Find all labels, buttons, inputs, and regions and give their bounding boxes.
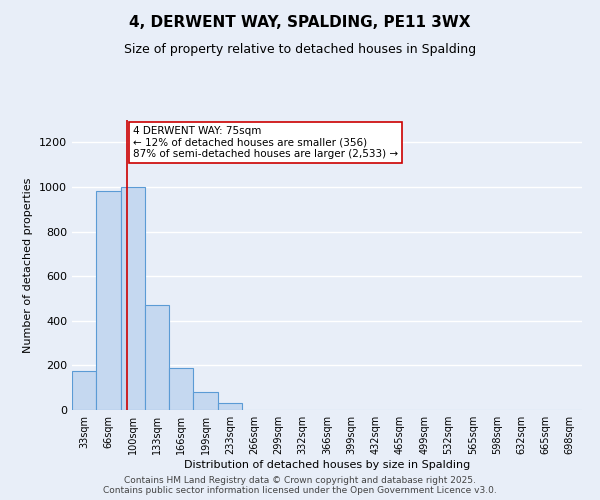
Text: Size of property relative to detached houses in Spalding: Size of property relative to detached ho… [124, 42, 476, 56]
Bar [218, 404, 242, 410]
Bar [96, 192, 121, 410]
Text: Contains HM Land Registry data © Crown copyright and database right 2025.
Contai: Contains HM Land Registry data © Crown c… [103, 476, 497, 495]
Bar [72, 371, 96, 410]
Bar [121, 187, 145, 410]
Y-axis label: Number of detached properties: Number of detached properties [23, 178, 34, 352]
Bar [169, 368, 193, 410]
X-axis label: Distribution of detached houses by size in Spalding: Distribution of detached houses by size … [184, 460, 470, 470]
Text: 4, DERWENT WAY, SPALDING, PE11 3WX: 4, DERWENT WAY, SPALDING, PE11 3WX [129, 15, 471, 30]
Bar [145, 305, 169, 410]
Bar [193, 392, 218, 410]
Text: 4 DERWENT WAY: 75sqm
← 12% of detached houses are smaller (356)
87% of semi-deta: 4 DERWENT WAY: 75sqm ← 12% of detached h… [133, 126, 398, 159]
